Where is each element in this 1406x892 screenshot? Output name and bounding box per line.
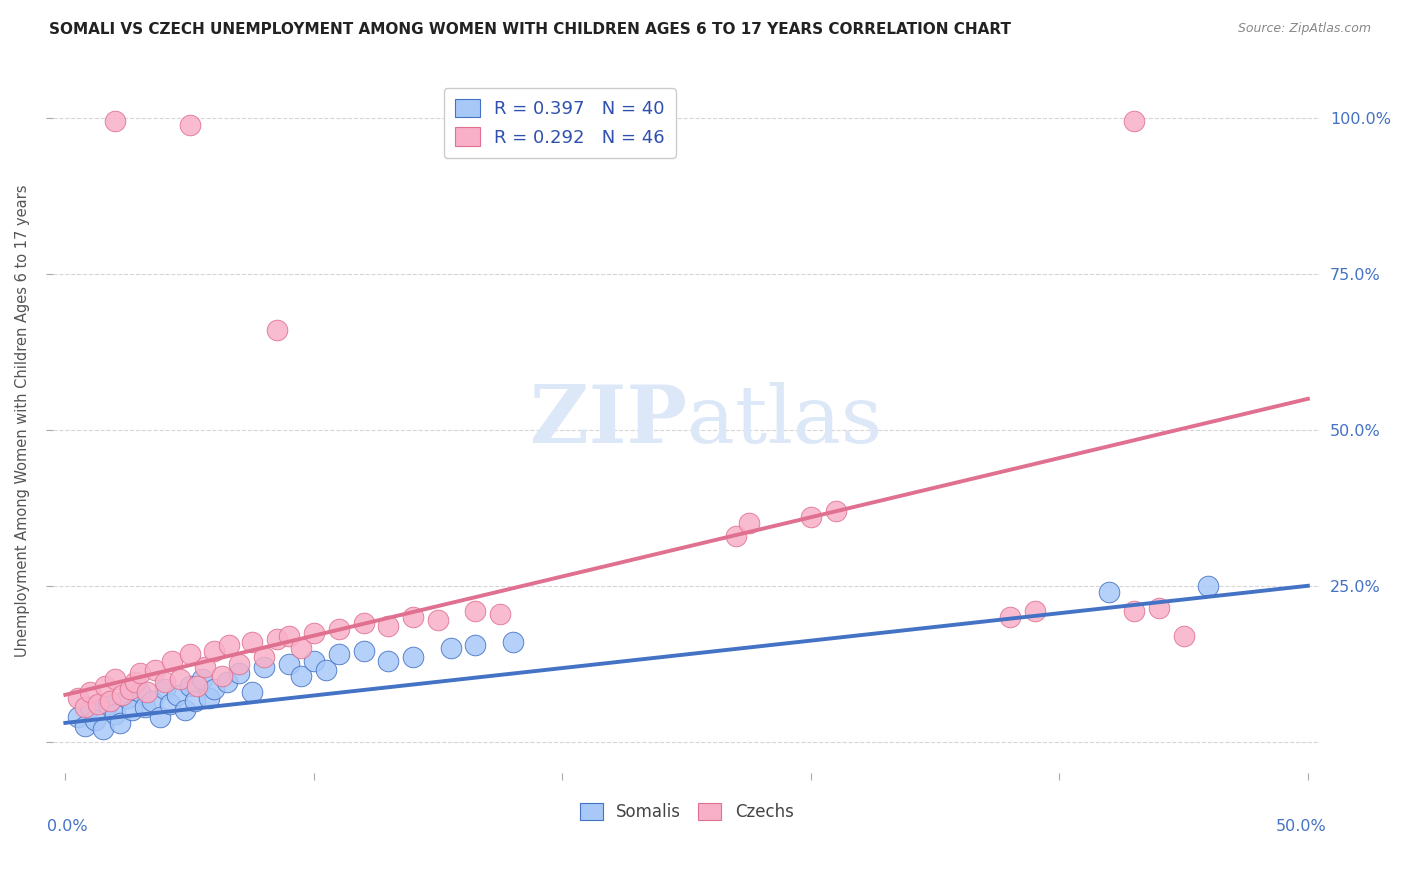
Point — [1122, 114, 1144, 128]
Point — [377, 619, 399, 633]
Point — [328, 648, 350, 662]
Point — [193, 660, 215, 674]
Point — [79, 684, 101, 698]
Text: SOMALI VS CZECH UNEMPLOYMENT AMONG WOMEN WITH CHILDREN AGES 6 TO 17 YEARS CORREL: SOMALI VS CZECH UNEMPLOYMENT AMONG WOMEN… — [49, 22, 1011, 37]
Point — [118, 681, 141, 696]
Point — [104, 114, 127, 128]
Point — [108, 715, 131, 730]
Point — [179, 648, 201, 662]
Point — [75, 700, 97, 714]
Point — [75, 719, 97, 733]
Point — [97, 697, 120, 711]
Point — [153, 675, 176, 690]
Point — [228, 657, 250, 671]
Point — [86, 697, 108, 711]
Point — [278, 629, 301, 643]
Point — [253, 650, 276, 665]
Point — [502, 635, 524, 649]
Text: 50.0%: 50.0% — [1275, 819, 1327, 833]
Point — [204, 644, 226, 658]
Point — [353, 616, 375, 631]
Point — [134, 700, 156, 714]
Y-axis label: Unemployment Among Women with Children Ages 6 to 17 years: Unemployment Among Women with Children A… — [15, 185, 30, 657]
Point — [328, 623, 350, 637]
Point — [153, 681, 176, 696]
Point — [302, 654, 325, 668]
Point — [179, 679, 201, 693]
Point — [169, 673, 191, 687]
Point — [141, 694, 163, 708]
Point — [240, 635, 263, 649]
Point — [111, 688, 134, 702]
Point — [738, 516, 761, 531]
Point — [266, 632, 288, 646]
Point — [290, 641, 312, 656]
Point — [198, 690, 221, 705]
Point — [1173, 629, 1195, 643]
Point — [377, 654, 399, 668]
Point — [489, 607, 512, 621]
Point — [211, 669, 233, 683]
Point — [998, 610, 1021, 624]
Point — [104, 706, 127, 721]
Point — [526, 114, 548, 128]
Point — [186, 679, 208, 693]
Point — [315, 663, 337, 677]
Point — [240, 684, 263, 698]
Point — [79, 700, 101, 714]
Point — [800, 510, 823, 524]
Point — [136, 684, 159, 698]
Point — [204, 681, 226, 696]
Point — [1147, 600, 1170, 615]
Point — [66, 690, 89, 705]
Point — [218, 638, 240, 652]
Point — [278, 657, 301, 671]
Point — [124, 675, 146, 690]
Point — [143, 663, 166, 677]
Text: Source: ZipAtlas.com: Source: ZipAtlas.com — [1237, 22, 1371, 36]
Point — [173, 703, 195, 717]
Text: ZIP: ZIP — [530, 382, 686, 459]
Point — [464, 604, 486, 618]
Point — [439, 641, 461, 656]
Point — [266, 323, 288, 337]
Point — [84, 713, 107, 727]
Point — [128, 684, 150, 698]
Text: atlas: atlas — [686, 382, 882, 459]
Point — [302, 625, 325, 640]
Point — [128, 666, 150, 681]
Point — [290, 669, 312, 683]
Point — [191, 673, 214, 687]
Point — [402, 650, 425, 665]
Point — [1197, 579, 1219, 593]
Point — [183, 694, 205, 708]
Text: 0.0%: 0.0% — [46, 819, 87, 833]
Point — [179, 118, 201, 132]
Point — [402, 610, 425, 624]
Point — [464, 638, 486, 652]
Legend: Somalis, Czechs: Somalis, Czechs — [574, 797, 800, 828]
Point — [104, 673, 127, 687]
Point — [1098, 585, 1121, 599]
Point — [98, 694, 121, 708]
Point — [1024, 604, 1046, 618]
Point — [166, 688, 188, 702]
Point — [159, 697, 181, 711]
Point — [1122, 604, 1144, 618]
Point — [215, 675, 238, 690]
Point — [117, 690, 139, 705]
Point — [66, 709, 89, 723]
Point — [427, 613, 450, 627]
Point — [91, 722, 114, 736]
Point — [725, 529, 748, 543]
Point — [149, 709, 172, 723]
Point — [253, 660, 276, 674]
Point — [228, 666, 250, 681]
Point — [94, 679, 117, 693]
Point — [824, 504, 846, 518]
Point — [121, 703, 143, 717]
Point — [353, 644, 375, 658]
Point — [160, 654, 183, 668]
